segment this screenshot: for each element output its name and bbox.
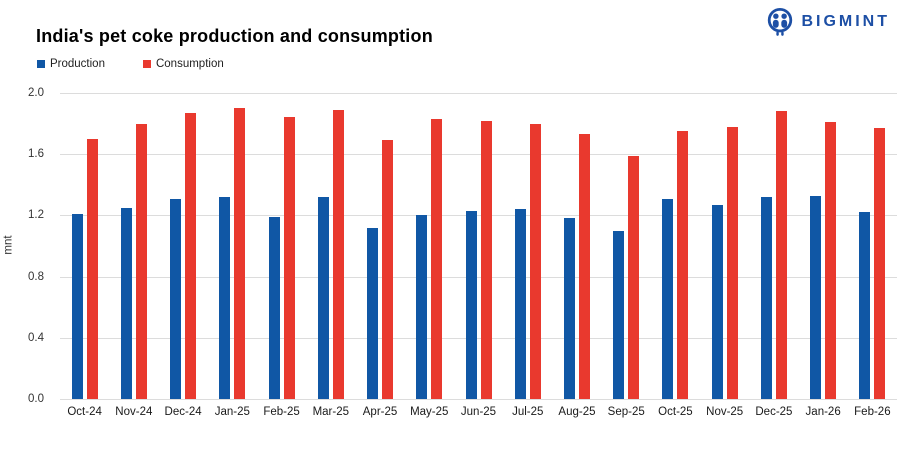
- consumption-bar: [825, 122, 837, 399]
- production-bar: [120, 207, 132, 399]
- y-tick-label: 2.0: [28, 87, 44, 99]
- bar-group: [760, 93, 787, 399]
- bar-group: [859, 93, 886, 399]
- gridline: [60, 93, 897, 94]
- page-title: India's pet coke production and consumpt…: [36, 26, 433, 46]
- gridline: [60, 399, 897, 400]
- production-bar: [711, 204, 723, 399]
- production-bar: [367, 227, 379, 399]
- production-bar: [662, 198, 674, 399]
- consumption-bar: [578, 134, 590, 399]
- y-tick-label: 0.8: [28, 270, 44, 283]
- production-bar: [563, 218, 575, 399]
- x-tick-label: Mar-25: [312, 406, 349, 418]
- consumption-bar: [135, 123, 147, 399]
- production-bar: [71, 213, 83, 399]
- consumption-bar: [775, 111, 787, 399]
- bar-group: [514, 93, 541, 399]
- bar-group: [465, 93, 492, 399]
- legend-label-consumption: Consumption: [155, 58, 224, 70]
- y-tick-label: 0.4: [28, 331, 44, 344]
- bar-group: [711, 93, 738, 399]
- production-bar: [219, 197, 231, 399]
- gridline: [60, 276, 897, 278]
- x-tick-label: Jun-25: [460, 406, 497, 418]
- bar-group: [170, 93, 197, 399]
- x-tick-label: Oct-24: [67, 406, 102, 418]
- legend-item-consumption: Consumption: [142, 58, 224, 70]
- y-tick-label: 1.2: [28, 209, 44, 222]
- production-bar: [613, 230, 625, 399]
- y-tick-label: 1.6: [28, 148, 44, 161]
- x-tick-label: Jan-25: [214, 406, 250, 418]
- gridline: [60, 337, 897, 339]
- bar-group: [71, 93, 98, 399]
- consumption-bar: [431, 119, 443, 399]
- production-swatch: [37, 60, 45, 68]
- consumption-bar: [283, 117, 295, 399]
- consumption-bar: [382, 140, 394, 399]
- bar-group: [662, 93, 689, 399]
- x-tick-label: Jan-26: [805, 406, 841, 418]
- bar-group: [120, 93, 147, 399]
- chart-legend: Production Consumption: [37, 58, 224, 70]
- bar-chart: [60, 93, 897, 400]
- production-bar: [268, 216, 280, 399]
- bigmint-logo-icon: [768, 7, 793, 36]
- bar-group: [268, 93, 295, 399]
- brand-name: BIGMINT: [801, 13, 890, 30]
- legend-label-production: Production: [50, 58, 105, 70]
- consumption-bar: [677, 131, 689, 399]
- x-tick-label: Dec-25: [755, 406, 793, 418]
- bar-group: [317, 93, 344, 399]
- production-bar: [859, 212, 871, 399]
- x-tick-label: Oct-25: [658, 406, 693, 418]
- x-tick-label: Jul-25: [512, 406, 544, 418]
- bar-group: [416, 93, 443, 399]
- x-tick-label: Aug-25: [558, 406, 596, 418]
- consumption-bar: [726, 126, 738, 399]
- bars-layer: [60, 93, 897, 399]
- consumption-bar: [628, 155, 640, 399]
- brand-logo: BIGMINT: [765, 7, 890, 37]
- y-axis-labels: 0.0 0.4 0.8 1.2 1.6 2.0: [0, 87, 52, 405]
- production-bar: [810, 195, 822, 399]
- consumption-bar: [185, 112, 197, 399]
- x-tick-label: Apr-25: [362, 406, 398, 418]
- x-tick-label: Nov-25: [706, 406, 744, 418]
- production-bar: [514, 209, 526, 399]
- legend-item-production: Production: [37, 58, 105, 70]
- bar-group: [367, 93, 394, 399]
- consumption-bar: [234, 108, 246, 399]
- bar-group: [219, 93, 246, 399]
- x-tick-label: May-25: [410, 406, 449, 418]
- production-bar: [416, 215, 428, 399]
- x-tick-label: Sep-25: [607, 406, 645, 418]
- bar-group: [563, 93, 590, 399]
- gridlines: [60, 93, 897, 400]
- production-bar: [760, 197, 772, 399]
- consumption-swatch: [142, 60, 151, 68]
- consumption-bar: [86, 138, 98, 399]
- production-bar: [317, 197, 329, 399]
- x-axis-labels: Oct-24 Nov-24 Dec-24 Jan-25 Feb-25 Mar-25 Apr-…: [60, 406, 897, 424]
- x-tick-label: Nov-24: [115, 406, 153, 418]
- x-tick-label: Dec-24: [164, 406, 202, 418]
- consumption-bar: [332, 109, 344, 399]
- consumption-bar: [874, 128, 886, 399]
- gridline: [60, 154, 897, 156]
- consumption-bar: [529, 123, 541, 399]
- y-tick-label: 0.0: [28, 393, 44, 405]
- gridline: [60, 215, 897, 217]
- consumption-bar: [480, 120, 492, 399]
- bar-group: [613, 93, 640, 399]
- production-bar: [465, 210, 477, 399]
- x-tick-label: Feb-26: [854, 406, 891, 418]
- production-bar: [170, 198, 182, 399]
- bar-group: [810, 93, 837, 399]
- x-tick-label: Feb-25: [263, 406, 300, 418]
